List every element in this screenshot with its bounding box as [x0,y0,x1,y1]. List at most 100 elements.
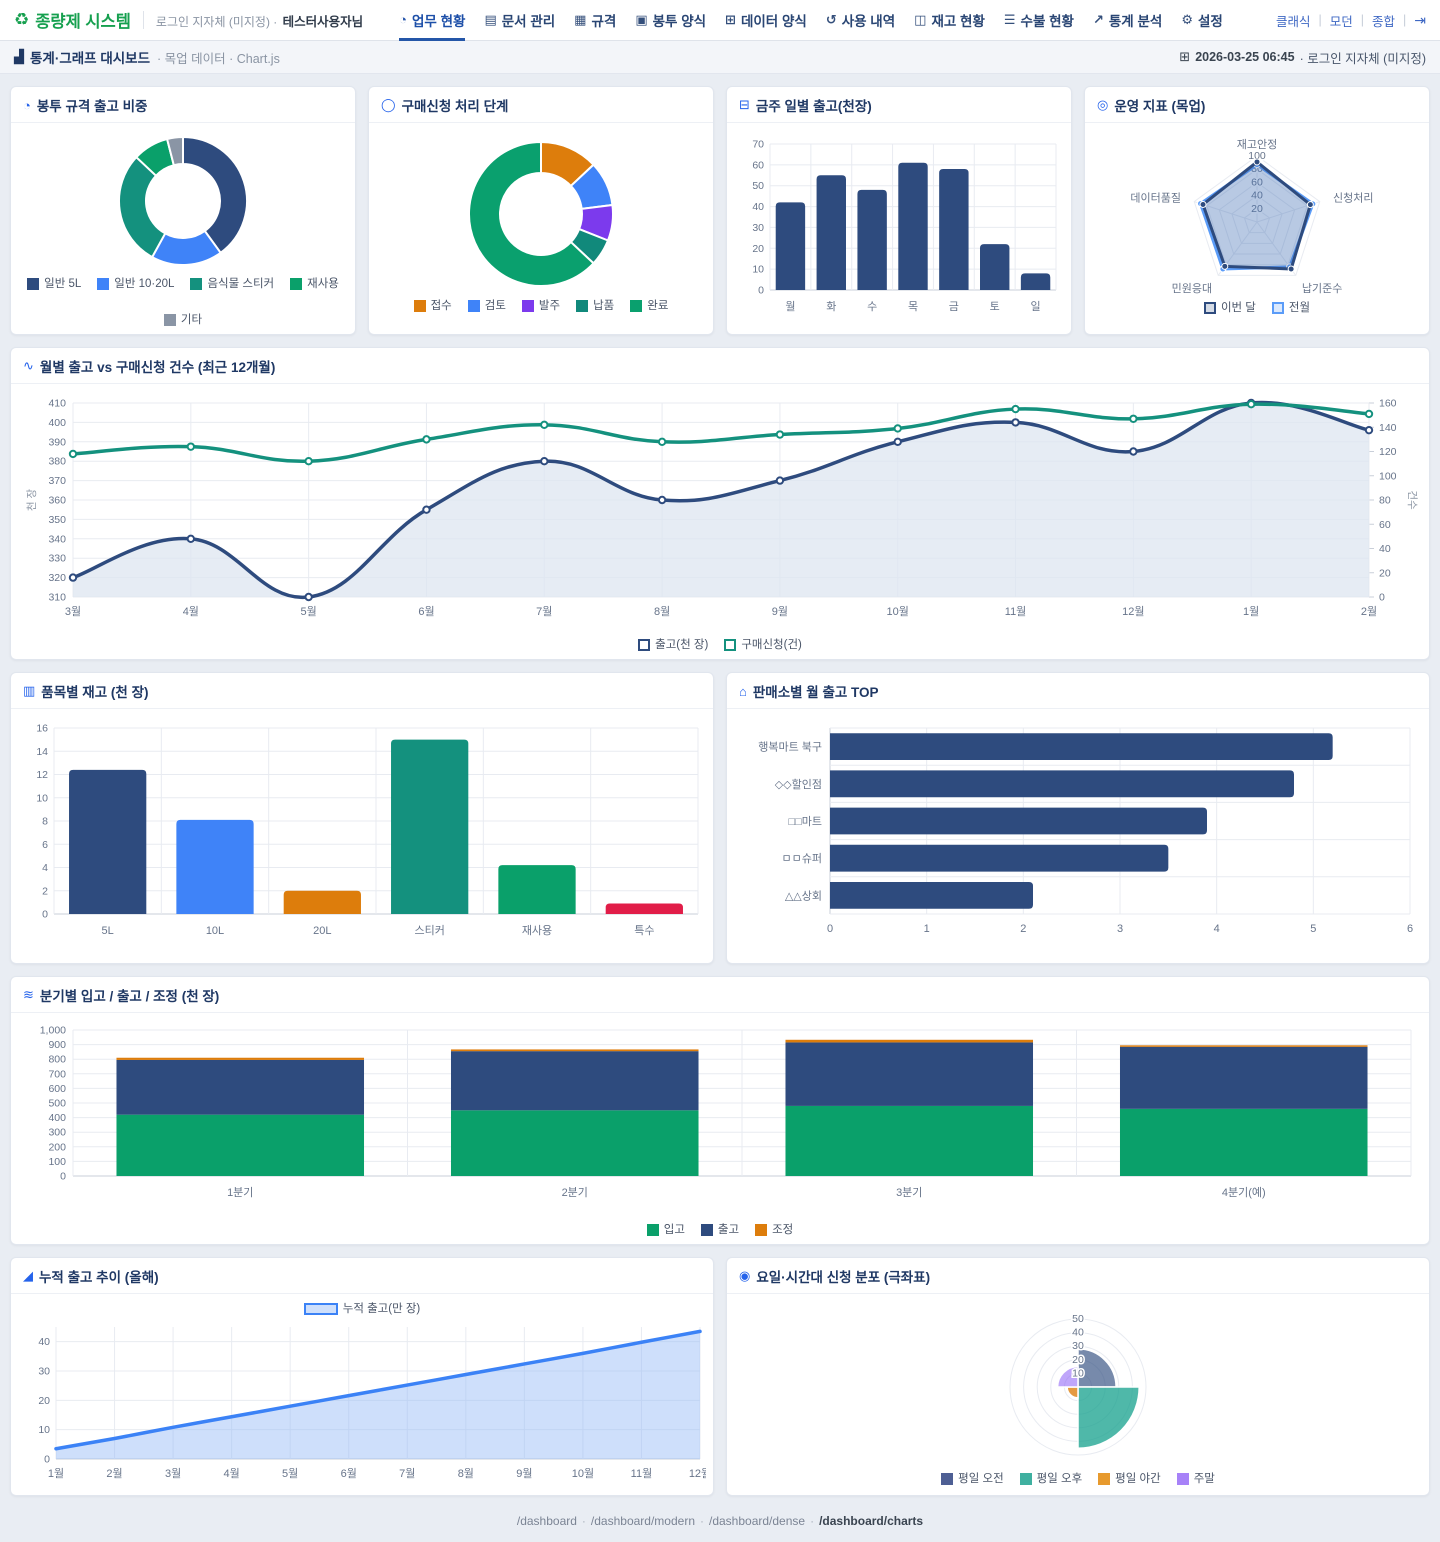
route-link[interactable]: /dashboard/charts [819,1514,924,1528]
sitemap-icon: ▥ [23,683,36,698]
legend-item[interactable]: 음식물 스티커 [190,274,274,294]
svg-text:5월: 5월 [301,605,317,618]
legend-item[interactable]: 검토 [467,296,506,316]
nav-item-history[interactable]: ↺ 사용 내역 [826,0,895,41]
legend[interactable]: 평일 오전 평일 오후 평일 야간 주말 [941,1469,1215,1489]
svg-text:건수: 건수 [1406,490,1418,510]
nav-item-gear[interactable]: ⚙ 설정 [1181,0,1223,41]
nav-item-data-table[interactable]: ⊞ 데이터 양식 [725,0,807,41]
nav-item-inventory[interactable]: ◫ 재고 현황 [914,0,985,41]
area-chart-cumulative[interactable]: 0 10 20 30 40 1월 2월 3월 4월 5월 6월 7월 8월 9월 10월 11월 12월 [18,1319,706,1491]
nav-label: 통계 분석 [1108,13,1163,29]
svg-text:데이터품질: 데이터품질 [1130,192,1181,205]
legend-swatch [576,300,589,312]
legend-item[interactable]: 이번 달 [1203,298,1256,318]
svg-text:12: 12 [36,769,48,781]
top-header: ♻ 종량제 시스템 로그인 지자체 (미지정) · 테스터사용자님 ◔ 업무 현황… [0,0,1440,41]
nav-item-spec[interactable]: ▦ 규격 [574,0,616,41]
svg-text:□□마트: □□마트 [788,815,822,828]
nav-item-ledger[interactable]: ☰ 수불 현황 [1004,0,1074,41]
legend-item[interactable]: 재사용 [290,274,339,294]
svg-text:50: 50 [752,180,764,192]
svg-text:100: 100 [1248,150,1266,162]
svg-text:12월: 12월 [689,1467,706,1480]
svg-text:340: 340 [48,533,66,545]
calendar-icon: ⊟ [739,97,750,112]
legend-item[interactable]: 평일 오전 [941,1469,1004,1489]
legend[interactable]: 출고(천 장) 구매신청(건) [638,635,802,655]
svg-text:4: 4 [42,862,48,874]
svg-text:9월: 9월 [772,605,788,618]
nav-item-document[interactable]: ▤ 문서 관리 [484,0,555,41]
route-link[interactable]: /dashboard/modern [590,1514,695,1528]
svg-text:특수: 특수 [634,924,654,937]
doughnut-chart-bag-spec[interactable] [18,128,348,274]
svg-text:6: 6 [42,839,48,851]
legend-item[interactable]: 완료 [630,296,668,316]
legend-item[interactable]: 납품 [576,296,614,316]
legend-item[interactable]: 일반 5L [27,274,81,294]
legend-label: 이번 달 [1220,302,1256,314]
svg-text:30: 30 [38,1366,50,1378]
legend-item[interactable]: 발주 [521,296,560,316]
card-title: 금주 일별 출고(천장) [755,99,872,114]
line-chart-monthly[interactable]: 310 320 330 340 350 360 370 380 390 400 410 0 20 40 60… [21,389,1419,635]
nav-item-dashboard[interactable]: ◔ 업무 현황 [399,0,466,41]
legend[interactable]: 이번 달 전월 [1203,298,1310,318]
doughnut-chart-stages[interactable] [376,128,706,296]
legend-label: 출고 [717,1224,740,1236]
svg-text:6월: 6월 [341,1467,357,1480]
legend-item[interactable]: 입고 [646,1220,685,1240]
view-link-0[interactable]: 클래식 [1275,14,1311,29]
bar-chart-daily[interactable]: 0 10 20 30 40 50 60 70 월 화 수 목 금 토 일 [734,128,1064,324]
svg-text:8: 8 [42,816,48,828]
legend-item[interactable]: 누적 출고(만 장) [303,1299,420,1319]
target-icon: ◎ [1097,97,1109,112]
view-link-1[interactable]: 모던 [1329,14,1353,29]
svg-text:행복마트 북구: 행복마트 북구 [758,741,822,754]
nav-item-bag[interactable]: ▣ 봉투 양식 [635,0,706,41]
legend-item[interactable]: 조정 [755,1220,793,1240]
svg-text:5월: 5월 [282,1467,298,1480]
nav-label: 문서 관리 [501,13,556,29]
header-divider [142,11,144,29]
svg-text:40: 40 [752,201,764,213]
route-link[interactable]: /dashboard/dense [709,1514,806,1528]
svg-text:380: 380 [48,456,66,468]
stacked-bar-chart-quarterly[interactable]: 0 100 200 300 400 500 600 700 800 900 1,000 1분기 2분기 3… [21,1018,1419,1220]
pie-icon: ◔ [23,97,31,113]
svg-text:40: 40 [1072,1327,1084,1339]
legend[interactable]: 입고 출고 조정 [646,1220,793,1240]
legend-item[interactable]: 구매신청(건) [724,635,802,655]
view-link-2[interactable]: 종합 [1372,14,1396,29]
legend-item[interactable]: 접수 [413,296,452,316]
nav-label: 수불 현황 [1020,13,1074,29]
legend-item[interactable]: 전월 [1271,298,1310,318]
logout-icon[interactable]: ⇥ [1414,11,1426,28]
brand[interactable]: ♻ 종량제 시스템 [14,8,131,32]
legend[interactable]: 누적 출고(만 장) [303,1299,420,1319]
legend-item[interactable]: 기타 [163,310,202,330]
legend-item[interactable]: 평일 야간 [1098,1469,1161,1489]
nav-item-stats[interactable]: ↗ 통계 분석 [1093,0,1162,41]
legend-item[interactable]: 주말 [1176,1469,1215,1489]
legend-item[interactable]: 평일 오후 [1019,1469,1082,1489]
legend-label: 재사용 [307,278,339,290]
route-link[interactable]: /dashboard [516,1514,577,1528]
footer-route-links: /dashboard · /dashboard/modern · /dashboard/… [0,1508,1440,1542]
bar-chart-stock[interactable]: 0 2 4 6 8 10 12 14 16 5L 10L 20L 스티커 재사용 특수 [18,714,706,959]
svg-text:2월: 2월 [1361,605,1377,618]
nav-label: 설정 [1197,13,1223,29]
legend-item[interactable]: 출고 [700,1220,740,1240]
svg-text:20L: 20L [313,925,331,937]
legend-item[interactable]: 일반 10·20L [97,274,174,294]
svg-text:40: 40 [38,1336,50,1348]
svg-text:△△상회: △△상회 [785,889,822,902]
radar-chart-kpi[interactable]: 20406080100재고안정신청처리납기준수민원응대데이터품질 [1092,128,1422,298]
card-title: 요일·시간대 신청 분포 (극좌표) [756,1270,931,1285]
hbar-chart-stores[interactable]: 0 1 2 3 4 5 6 행복마트 북구 ◇◇할인점 □□마트 ㅁㅁ슈퍼 △△상회 [734,714,1422,959]
legend[interactable]: 접수 검토 발주 납품 완료 [413,296,668,316]
legend-item[interactable]: 출고(천 장) [638,635,708,655]
